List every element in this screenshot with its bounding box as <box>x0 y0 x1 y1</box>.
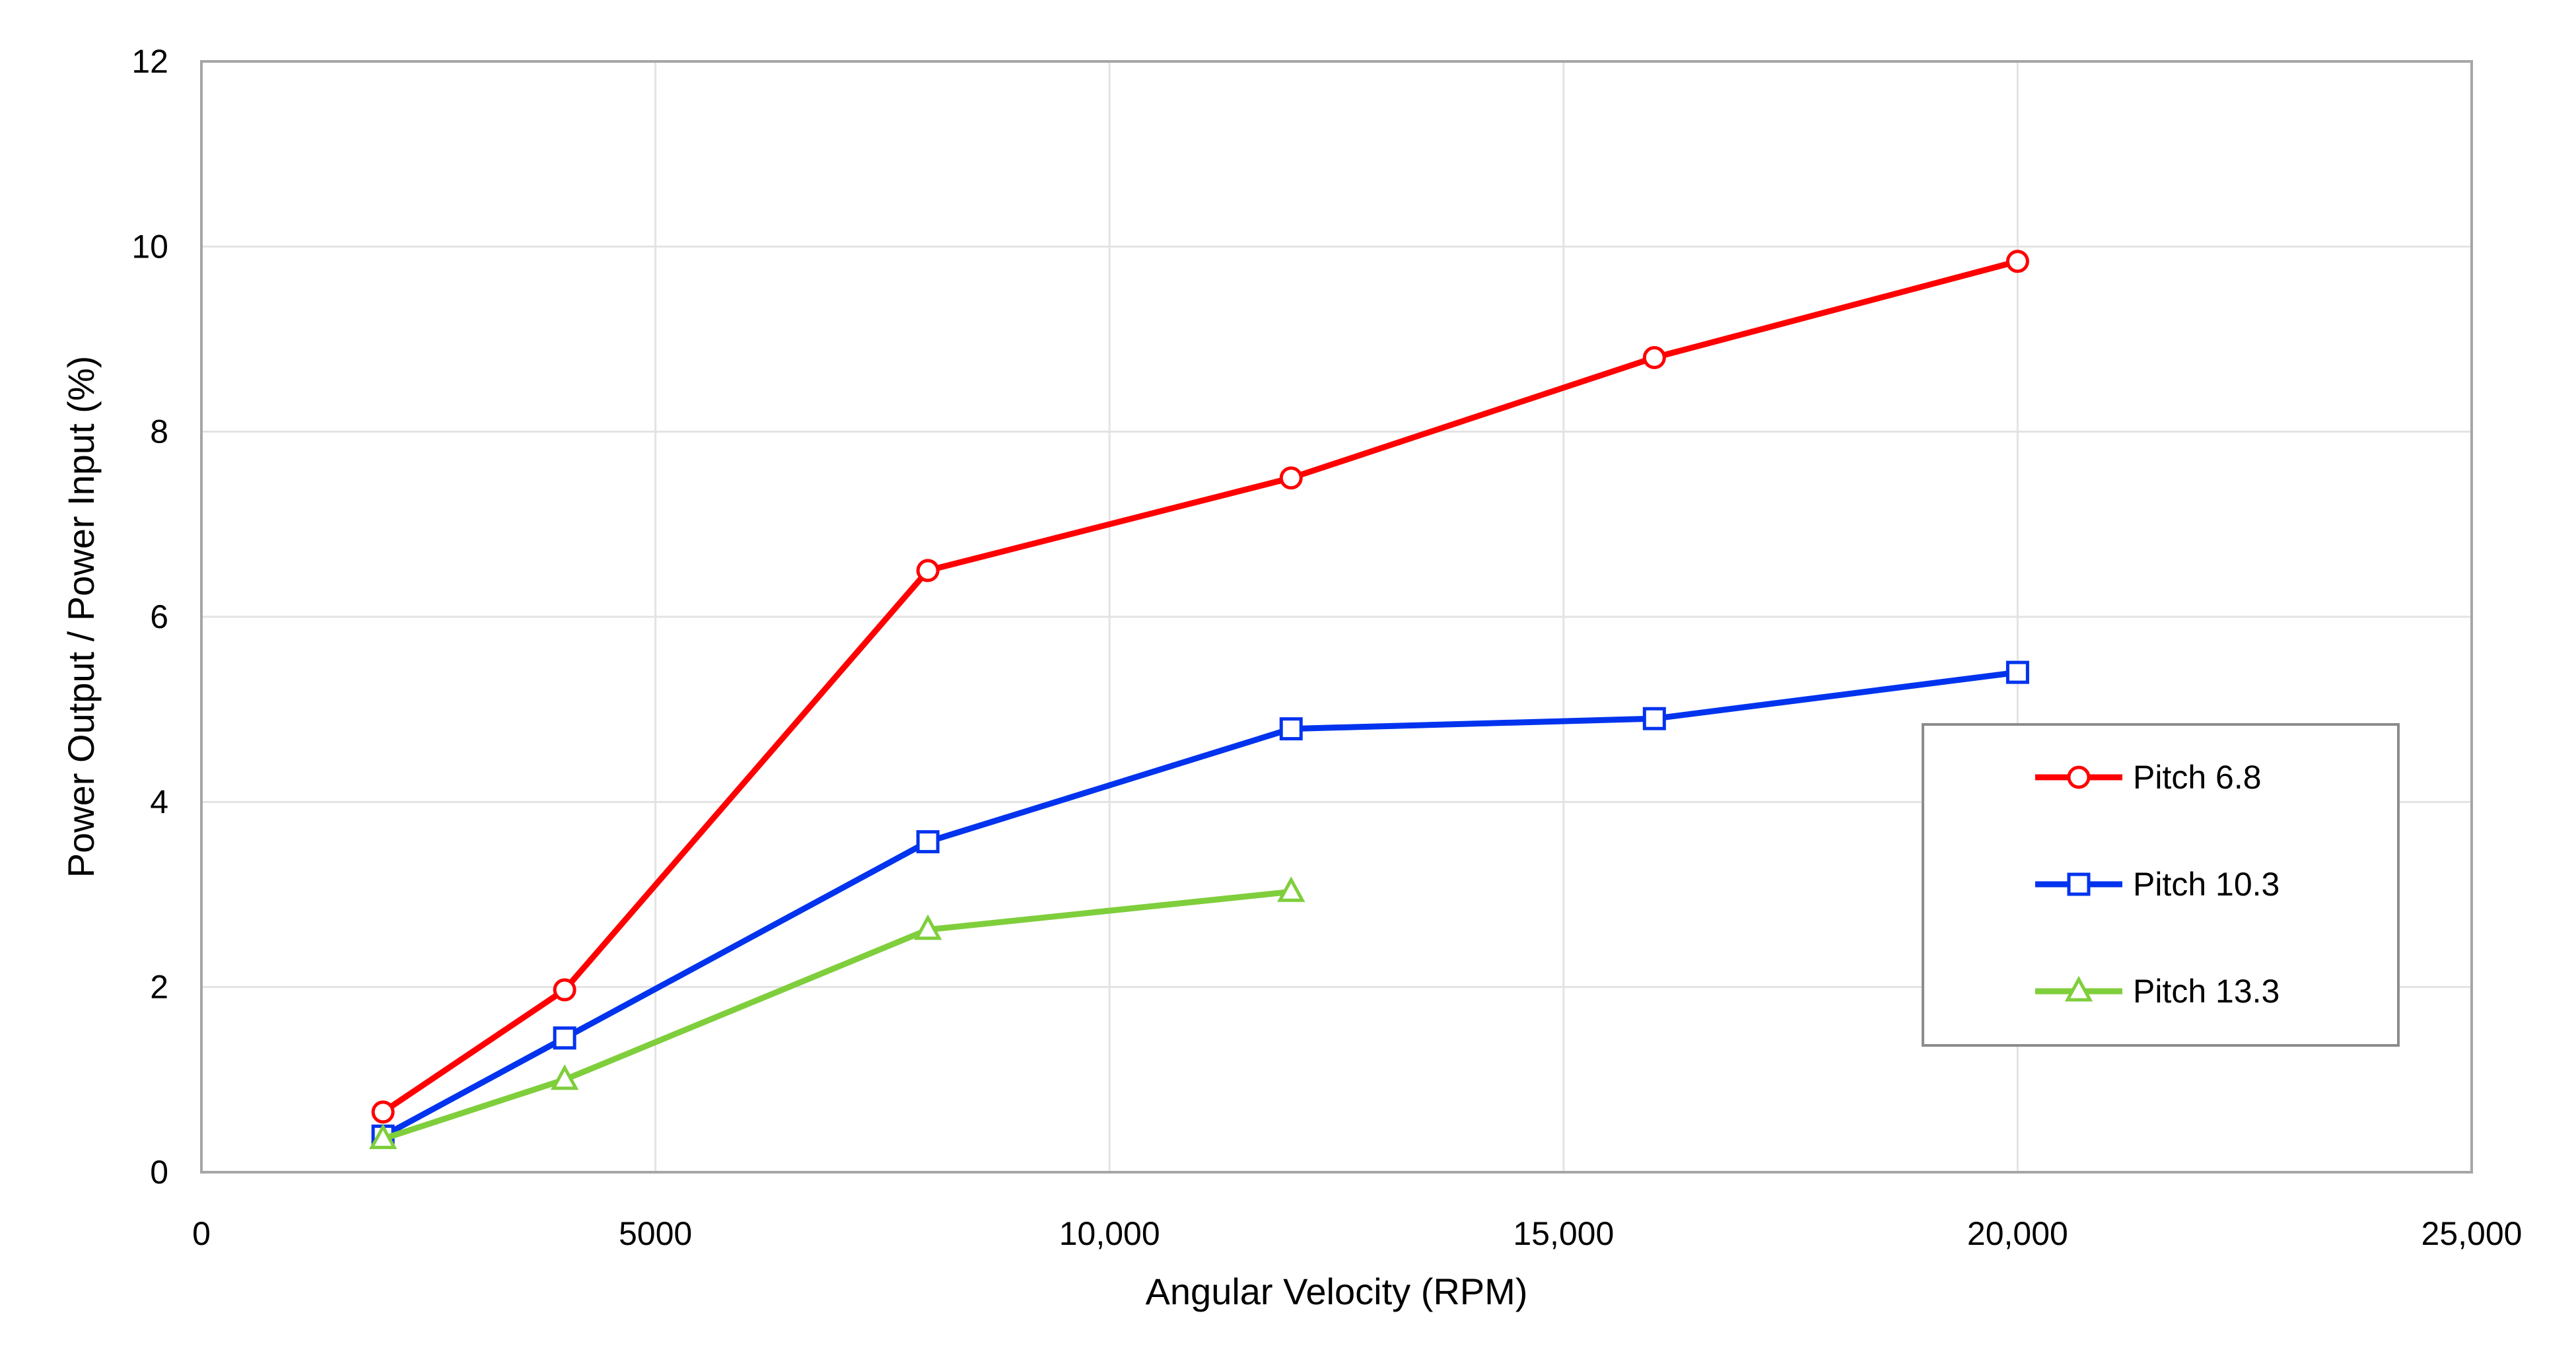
data-point <box>2005 660 2029 684</box>
data-point <box>1277 876 1305 902</box>
data-point <box>1642 346 1666 370</box>
series-3 <box>368 876 1305 1150</box>
legend-swatch-marker <box>2067 872 2091 896</box>
series-group <box>368 250 2029 1150</box>
x-tick-label: 0 <box>192 1215 211 1252</box>
legend: Pitch 6.8 Pitch 10.3 Pitch 13.3 <box>1922 723 2400 1047</box>
legend-label: Pitch 13.3 <box>2133 973 2280 1010</box>
data-point <box>553 978 576 1002</box>
data-point <box>1279 466 1303 490</box>
legend-swatch-marker <box>2067 765 2091 789</box>
data-point <box>1642 707 1666 730</box>
legend-label: Pitch 6.8 <box>2133 759 2262 796</box>
data-point <box>368 1123 398 1150</box>
legend-box <box>1922 723 2400 1047</box>
data-point <box>550 1064 579 1090</box>
legend-entry: Pitch 13.3 <box>2035 973 2280 1010</box>
x-tick-label: 25,000 <box>2421 1215 2523 1252</box>
x-axis-title: Angular Velocity (RPM) <box>1146 1271 1528 1312</box>
y-tick-label: 8 <box>150 413 168 450</box>
series-2 <box>371 660 2029 1148</box>
data-point <box>916 830 940 854</box>
y-tick-label: 10 <box>131 228 168 265</box>
data-point <box>2005 250 2029 273</box>
x-tick-label: 15,000 <box>1513 1215 1614 1252</box>
data-point <box>913 914 942 940</box>
data-point <box>916 559 940 582</box>
y-tick-label: 2 <box>150 969 168 1006</box>
legend-entry: Pitch 6.8 <box>2035 759 2262 796</box>
y-tick-label: 12 <box>131 43 168 80</box>
x-tick-label: 20,000 <box>1967 1215 2068 1252</box>
y-tick-label: 0 <box>150 1154 168 1191</box>
axes <box>200 60 2473 1174</box>
plot-frame <box>200 60 2473 1174</box>
data-point <box>553 1026 576 1050</box>
legend-swatch-marker <box>2064 975 2093 1002</box>
series-1 <box>371 250 2029 1124</box>
y-axis-title: Power Output / Power Input (%) <box>60 356 102 878</box>
x-tick-label: 5000 <box>619 1215 692 1252</box>
legend-entry: Pitch 10.3 <box>2035 866 2280 903</box>
y-tick-label: 6 <box>150 598 168 635</box>
legend-label: Pitch 10.3 <box>2133 866 2280 903</box>
series-line <box>380 669 2021 1139</box>
x-tick-label: 10,000 <box>1059 1215 1160 1252</box>
data-point <box>371 1100 395 1124</box>
series-line <box>380 888 1294 1142</box>
data-point <box>1279 717 1303 741</box>
tick-labels: 0 2 4 6 8 10 12 0 5000 10,000 15,000 20,000 25,000 <box>131 43 2522 1252</box>
series-line <box>380 258 2021 1115</box>
y-tick-label: 4 <box>150 783 168 820</box>
